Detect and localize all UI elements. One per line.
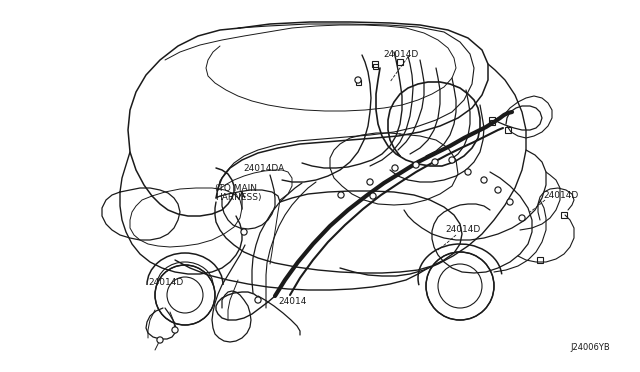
Bar [397,59,403,65]
Text: (TO MAIN: (TO MAIN [215,184,257,193]
Circle shape [367,179,373,185]
Text: J24006YB: J24006YB [570,343,610,352]
Circle shape [256,298,260,302]
Circle shape [413,162,419,168]
Circle shape [173,328,177,332]
Text: 24014D: 24014D [543,191,579,200]
Circle shape [368,180,372,184]
Circle shape [508,200,512,204]
Circle shape [242,230,246,234]
Circle shape [172,327,178,333]
Bar [355,80,360,84]
Circle shape [450,158,454,162]
Text: 24014D: 24014D [148,278,183,287]
Bar [561,212,567,218]
Text: 24014D: 24014D [445,225,480,234]
Circle shape [449,157,455,163]
Circle shape [355,77,361,83]
Circle shape [520,216,524,220]
Circle shape [507,199,513,205]
Circle shape [392,165,398,171]
Bar [372,61,378,67]
Circle shape [496,188,500,192]
Circle shape [465,169,471,175]
Bar [489,117,495,123]
Bar [372,64,378,68]
Circle shape [370,193,376,199]
Circle shape [339,193,343,197]
Circle shape [158,338,162,342]
Circle shape [157,337,163,343]
Ellipse shape [426,252,494,320]
Bar [490,119,495,125]
Circle shape [255,297,261,303]
Circle shape [241,229,247,235]
Bar [505,127,511,133]
Circle shape [356,78,360,82]
Ellipse shape [155,265,215,325]
Text: 24014: 24014 [278,297,307,306]
Text: HARNESS): HARNESS) [215,193,262,202]
Bar [537,257,543,263]
Circle shape [495,187,501,193]
Circle shape [338,192,344,198]
Circle shape [433,160,437,164]
Circle shape [519,215,525,221]
Text: 24014D: 24014D [383,50,419,59]
Circle shape [466,170,470,174]
Text: 24014DA: 24014DA [243,164,284,173]
Circle shape [393,166,397,170]
Circle shape [414,163,418,167]
Circle shape [371,194,375,198]
Circle shape [482,178,486,182]
Circle shape [481,177,487,183]
Circle shape [432,159,438,165]
